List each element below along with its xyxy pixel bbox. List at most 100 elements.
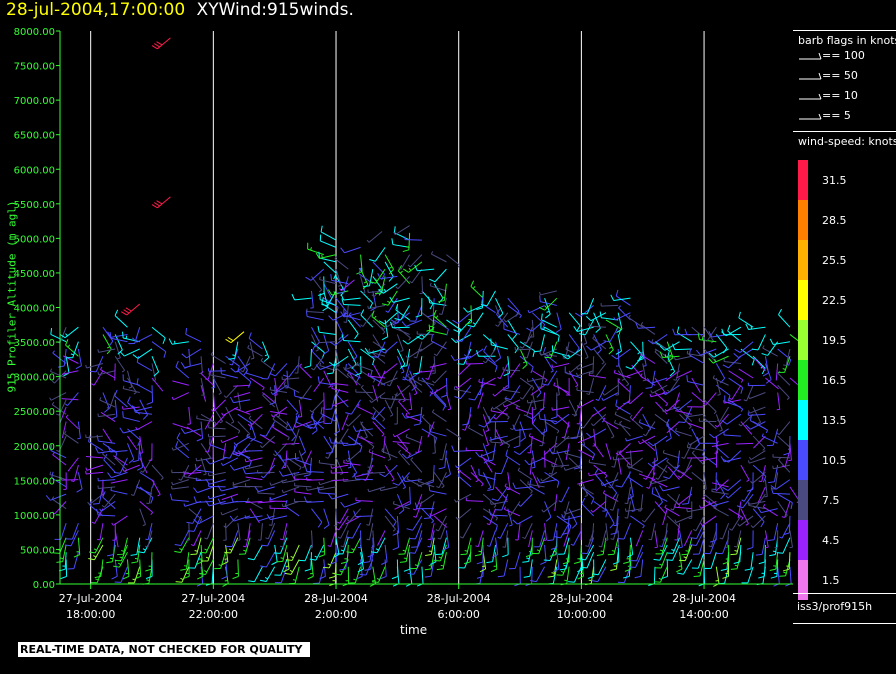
wind-barb-919 xyxy=(509,363,521,378)
wind-barb-778 xyxy=(432,370,447,384)
wind-barb-182 xyxy=(187,406,191,425)
wind-barb-799 xyxy=(457,468,472,481)
wind-barb-789 xyxy=(429,268,447,283)
y-tick-label: 4500.00 xyxy=(14,269,55,280)
wind-barb-1184 xyxy=(635,530,644,547)
wind-barb-603 xyxy=(367,470,386,474)
wind-barb-94 xyxy=(114,341,121,360)
wind-barb-441 xyxy=(306,308,324,314)
wind-barb-1005 xyxy=(541,370,558,386)
wind-barb-1021 xyxy=(563,530,570,547)
wind-barb-117 xyxy=(128,566,141,584)
wind-barb-758 xyxy=(414,264,435,272)
wind-barb-1246 xyxy=(655,401,668,415)
wind-barb-742 xyxy=(427,465,435,485)
wind-barb-669 xyxy=(392,428,410,438)
wind-barb-667 xyxy=(398,449,411,466)
wind-barb-686 xyxy=(398,254,411,270)
colorbar-level: 25.5 xyxy=(798,240,888,280)
wind-barb-310 xyxy=(244,464,263,470)
wind-barb-109 xyxy=(127,435,138,451)
wind-barb-951 xyxy=(523,327,533,344)
wind-barb-822 xyxy=(474,537,484,557)
wind-barb-222 xyxy=(195,457,214,462)
title-product: XYWind:915winds. xyxy=(196,0,354,20)
wind-barb-180 xyxy=(171,442,190,451)
station-label: iss3/prof915h xyxy=(797,600,873,613)
wind-barb-1203 xyxy=(648,566,656,586)
wind-barb-1173 xyxy=(623,385,631,405)
wind-barb-903 xyxy=(515,523,521,541)
wind-barb-215 xyxy=(199,537,214,554)
wind-barb-1363 xyxy=(724,530,730,548)
wind-barb-1185 xyxy=(624,508,643,512)
wind-barb-1187 xyxy=(628,471,643,488)
wind-barb-941 xyxy=(515,405,533,415)
wind-barb-1343 xyxy=(699,457,717,462)
wind-barb-745 xyxy=(427,421,435,438)
wind-barb-484 xyxy=(319,234,337,248)
flag-sample-icon xyxy=(799,113,822,120)
wind-barb-724 xyxy=(419,276,424,294)
wind-barb-483 xyxy=(315,252,337,260)
wind-barb-1317 xyxy=(703,472,707,491)
wind-barb-594 xyxy=(372,261,386,280)
wind-barb-1075 xyxy=(589,523,595,541)
wind-barb-785 xyxy=(428,296,447,306)
wind-barb-832 xyxy=(467,424,484,437)
wind-barb-1012 xyxy=(555,312,562,334)
wind-barb-1459 xyxy=(774,530,779,548)
wind-barb-740 xyxy=(416,479,435,487)
wind-barb-781 xyxy=(433,341,447,357)
wind-barb-14 xyxy=(61,421,67,439)
wind-barb-1477 xyxy=(779,559,791,577)
wind-barb-19 xyxy=(49,368,67,379)
wind-barb-1282 xyxy=(681,537,693,556)
wind-barb-249 xyxy=(213,413,226,428)
wind-barb-1385 xyxy=(730,537,742,556)
wind-barb-588 xyxy=(372,319,386,335)
wind-barb-1222 xyxy=(645,370,656,389)
wind-barb-653 xyxy=(378,312,398,325)
wind-barb-1446 xyxy=(747,406,766,414)
wind-barb-430 xyxy=(306,421,324,427)
wind-barb-high-3 xyxy=(225,331,245,344)
wind-barb-551 xyxy=(340,311,361,318)
wind-barb-1116 xyxy=(591,406,607,417)
wind-barb-220 xyxy=(195,477,214,482)
wind-barb-894 xyxy=(490,338,508,350)
wind-barb-489 xyxy=(340,544,349,565)
wind-barb-214 xyxy=(201,544,214,562)
wind-barb-343 xyxy=(269,385,277,406)
wind-barb-75 xyxy=(99,500,116,512)
wind-barb-high-2 xyxy=(121,303,141,316)
wind-barb-208 xyxy=(180,361,202,369)
wind-barb-576 xyxy=(352,425,373,432)
wind-barb-143 xyxy=(145,552,153,572)
wind-barb-1276 xyxy=(665,370,680,382)
wind-barb-787 xyxy=(429,282,447,292)
wind-barb-1387 xyxy=(729,515,742,531)
wind-barb-554 xyxy=(360,290,374,309)
wind-barb-679 xyxy=(389,321,410,329)
wind-barb-119 xyxy=(131,544,141,564)
wind-barb-841 xyxy=(463,348,484,359)
wind-barb-1069 xyxy=(584,566,595,586)
wind-barb-534 xyxy=(343,459,361,466)
wind-barb-426 xyxy=(306,477,324,481)
wind-barb-773 xyxy=(431,409,447,422)
wind-barb-820 xyxy=(479,552,487,573)
wind-barb-314 xyxy=(248,415,263,430)
wind-barb-221 xyxy=(194,463,214,473)
wind-barb-665 xyxy=(404,486,411,507)
wind-barb-1177 xyxy=(618,305,631,321)
wind-barb-757 xyxy=(433,283,444,304)
wind-barb-72 xyxy=(112,523,116,541)
wind-barb-577 xyxy=(372,421,385,437)
wind-barb-363 xyxy=(272,424,288,437)
wind-barb-112 xyxy=(127,377,137,395)
wind-barb-1206 xyxy=(641,508,656,523)
wind-barb-1375 xyxy=(717,406,730,423)
wind-barb-1256 xyxy=(666,544,680,561)
wind-barb-1079 xyxy=(577,479,594,485)
